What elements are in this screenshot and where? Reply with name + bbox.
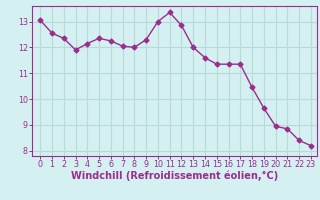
X-axis label: Windchill (Refroidissement éolien,°C): Windchill (Refroidissement éolien,°C)	[71, 171, 278, 181]
